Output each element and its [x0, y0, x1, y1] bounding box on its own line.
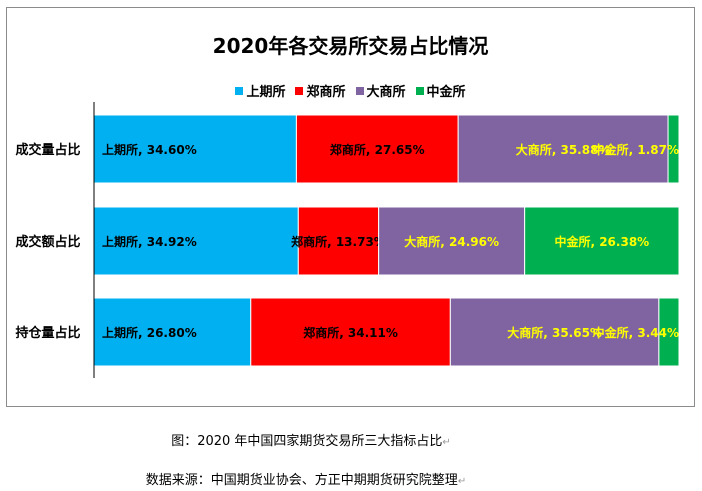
- category-label: 成交额占比: [15, 234, 80, 250]
- legend-swatch-shfe: [235, 86, 244, 95]
- return-mark: ↵: [457, 476, 467, 487]
- chart-legend: 上期所 郑商所 大商所 中金所: [7, 81, 694, 100]
- data-label: 大商所, 35.88%: [516, 142, 611, 157]
- legend-label-dce: 大商所: [366, 85, 406, 100]
- data-label: 中金所, 26.38%: [554, 234, 649, 249]
- legend-swatch-dce: [355, 86, 364, 95]
- data-label: 郑商所, 27.65%: [330, 142, 425, 157]
- return-mark: ↵: [442, 437, 451, 448]
- legend-item-cffex: 中金所: [415, 81, 466, 100]
- legend-label-czce: 郑商所: [306, 85, 346, 100]
- bar-segment: [449, 297, 660, 367]
- data-label: 郑商所, 13.73%: [291, 234, 386, 249]
- legend-swatch-cffex: [415, 86, 424, 95]
- source-caption-text: 数据来源：中国期货业协会、方正中期期货研究院整理: [145, 473, 458, 488]
- bar-segment: [93, 206, 299, 276]
- category-label: 成交量占比: [15, 142, 80, 158]
- bar-segment: [524, 206, 680, 276]
- source-caption: 数据来源：中国期货业协会、方正中期期货研究院整理↵: [0, 469, 657, 488]
- chart-title: 2020年各交易所交易占比情况: [212, 34, 489, 58]
- legend-item-czce: 郑商所: [295, 81, 346, 100]
- data-label: 上期所, 34.60%: [102, 142, 197, 157]
- data-label: 郑商所, 34.11%: [303, 325, 398, 340]
- data-label: 中金所, 1.87%: [593, 142, 679, 157]
- bar-segment: [457, 114, 669, 184]
- data-label: 上期所, 26.80%: [102, 325, 197, 340]
- bar-segment: [93, 297, 252, 367]
- figure-caption: 图：2020 年中国四家期货交易所三大指标占比↵: [0, 430, 662, 449]
- bar-segment: [93, 114, 297, 184]
- data-label: 中金所, 3.44%: [593, 325, 679, 340]
- bar-segment: [658, 297, 680, 367]
- legend-item-dce: 大商所: [355, 81, 406, 100]
- figure-caption-text: 图：2020 年中国四家期货交易所三大指标占比: [171, 434, 443, 449]
- bar-segment: [295, 114, 459, 184]
- legend-item-shfe: 上期所: [235, 81, 285, 100]
- data-label: 大商所, 24.96%: [404, 234, 499, 249]
- legend-label-cffex: 中金所: [426, 85, 466, 100]
- bar-segment: [667, 114, 680, 184]
- data-label: 上期所, 34.92%: [102, 234, 197, 249]
- legend-swatch-czce: [295, 86, 304, 95]
- bar-segment: [378, 206, 526, 276]
- data-label: 大商所, 35.65%: [507, 325, 602, 340]
- bar-segment: [250, 297, 451, 367]
- legend-label-shfe: 上期所: [246, 85, 286, 100]
- bar-segment: [297, 206, 380, 276]
- category-label: 持仓量占比: [15, 325, 80, 341]
